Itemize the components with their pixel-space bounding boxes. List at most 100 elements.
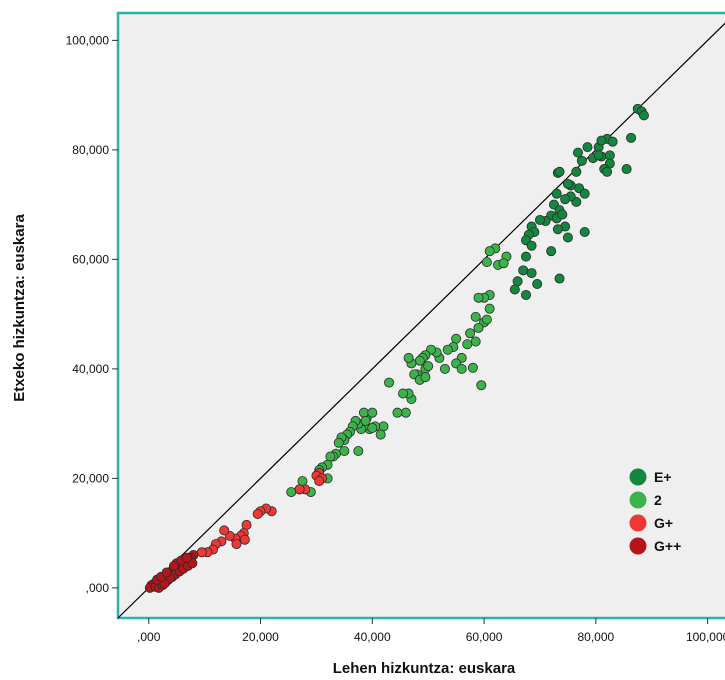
data-point xyxy=(241,519,252,530)
data-point xyxy=(476,380,487,391)
data-point xyxy=(420,372,431,383)
x-axis-title: Lehen hizkuntza: euskara xyxy=(333,660,516,677)
data-point xyxy=(552,224,563,235)
data-point xyxy=(333,437,344,448)
legend-label: E+ xyxy=(654,469,672,485)
data-point xyxy=(602,166,613,177)
data-point xyxy=(562,178,573,189)
data-point xyxy=(518,265,529,276)
data-point xyxy=(473,292,484,303)
y-axis: ,000 20,000 40,000 60,000 80,000 100,000 xyxy=(66,33,118,595)
data-point xyxy=(239,534,250,545)
data-point xyxy=(572,147,583,158)
data-point xyxy=(353,446,364,457)
data-point xyxy=(470,311,481,322)
data-point xyxy=(526,268,537,279)
data-point xyxy=(403,352,414,363)
data-point xyxy=(442,344,453,355)
data-point xyxy=(579,188,590,199)
data-point xyxy=(367,423,378,434)
x-tick-label: 20,000 xyxy=(242,630,279,644)
y-tick-label: ,000 xyxy=(86,581,110,595)
data-point xyxy=(498,258,509,269)
data-point xyxy=(161,567,172,578)
data-point xyxy=(392,407,403,418)
series-E+ xyxy=(509,103,649,300)
data-point xyxy=(219,525,230,536)
data-point xyxy=(579,227,590,238)
data-point xyxy=(512,276,523,287)
data-point xyxy=(546,246,557,257)
data-point xyxy=(423,361,434,372)
y-tick-label: 40,000 xyxy=(72,362,109,376)
data-point xyxy=(484,303,495,314)
data-point xyxy=(521,289,532,300)
data-point xyxy=(509,284,520,295)
data-point xyxy=(384,377,395,388)
data-point xyxy=(521,251,532,262)
y-tick-label: 80,000 xyxy=(72,143,109,157)
data-point xyxy=(470,336,481,347)
data-point xyxy=(294,484,305,495)
data-point xyxy=(358,407,369,418)
data-point xyxy=(473,322,484,333)
legend-label: G++ xyxy=(654,538,681,554)
data-point xyxy=(582,142,593,153)
x-tick-label: 100,000 xyxy=(686,630,725,644)
data-point xyxy=(576,155,587,166)
plot-area xyxy=(116,11,725,620)
series-G++ xyxy=(144,550,199,593)
data-point xyxy=(534,214,545,225)
data-point xyxy=(451,333,462,344)
data-point xyxy=(607,136,618,147)
data-point xyxy=(621,164,632,175)
legend-marker xyxy=(629,514,647,532)
data-point xyxy=(593,150,604,161)
data-point xyxy=(596,135,607,146)
x-tick-label: 80,000 xyxy=(578,630,615,644)
series-G+ xyxy=(196,467,327,558)
data-points xyxy=(144,103,649,593)
data-point xyxy=(375,429,386,440)
legend-label: 2 xyxy=(654,492,662,508)
data-point xyxy=(414,355,425,366)
data-point xyxy=(398,388,409,399)
data-point xyxy=(325,451,336,462)
data-point xyxy=(378,421,389,432)
y-axis-title: Etxeko hizkuntza: euskara xyxy=(11,214,28,402)
data-point xyxy=(554,166,565,177)
data-point xyxy=(181,552,192,563)
data-point xyxy=(400,407,411,418)
data-point xyxy=(439,363,450,374)
data-point xyxy=(339,446,350,457)
reference-line-layer xyxy=(117,22,725,619)
data-point xyxy=(314,476,325,487)
y-tick-label: 60,000 xyxy=(72,252,109,266)
data-point xyxy=(481,257,492,268)
y-tick-label: 100,000 xyxy=(66,33,110,47)
data-point xyxy=(286,487,297,498)
data-point xyxy=(626,132,637,143)
data-point xyxy=(560,194,571,205)
data-point xyxy=(532,279,543,290)
data-point xyxy=(554,273,565,284)
data-point xyxy=(467,362,478,373)
reference-line xyxy=(117,22,725,619)
x-axis: ,000 20,000 40,000 60,000 80,000 100,000 xyxy=(137,618,725,644)
data-point xyxy=(571,166,582,177)
data-point xyxy=(551,188,562,199)
data-point xyxy=(562,232,573,243)
data-point xyxy=(360,415,371,426)
data-point xyxy=(297,476,308,487)
data-point xyxy=(367,407,378,418)
data-point xyxy=(231,539,242,550)
x-tick-label: 40,000 xyxy=(354,630,391,644)
data-point xyxy=(196,547,207,558)
x-tick-label: ,000 xyxy=(137,630,161,644)
x-tick-label: 60,000 xyxy=(466,630,503,644)
series-2 xyxy=(286,243,512,498)
data-point xyxy=(252,508,263,519)
data-point xyxy=(456,363,467,374)
data-point xyxy=(557,209,568,220)
